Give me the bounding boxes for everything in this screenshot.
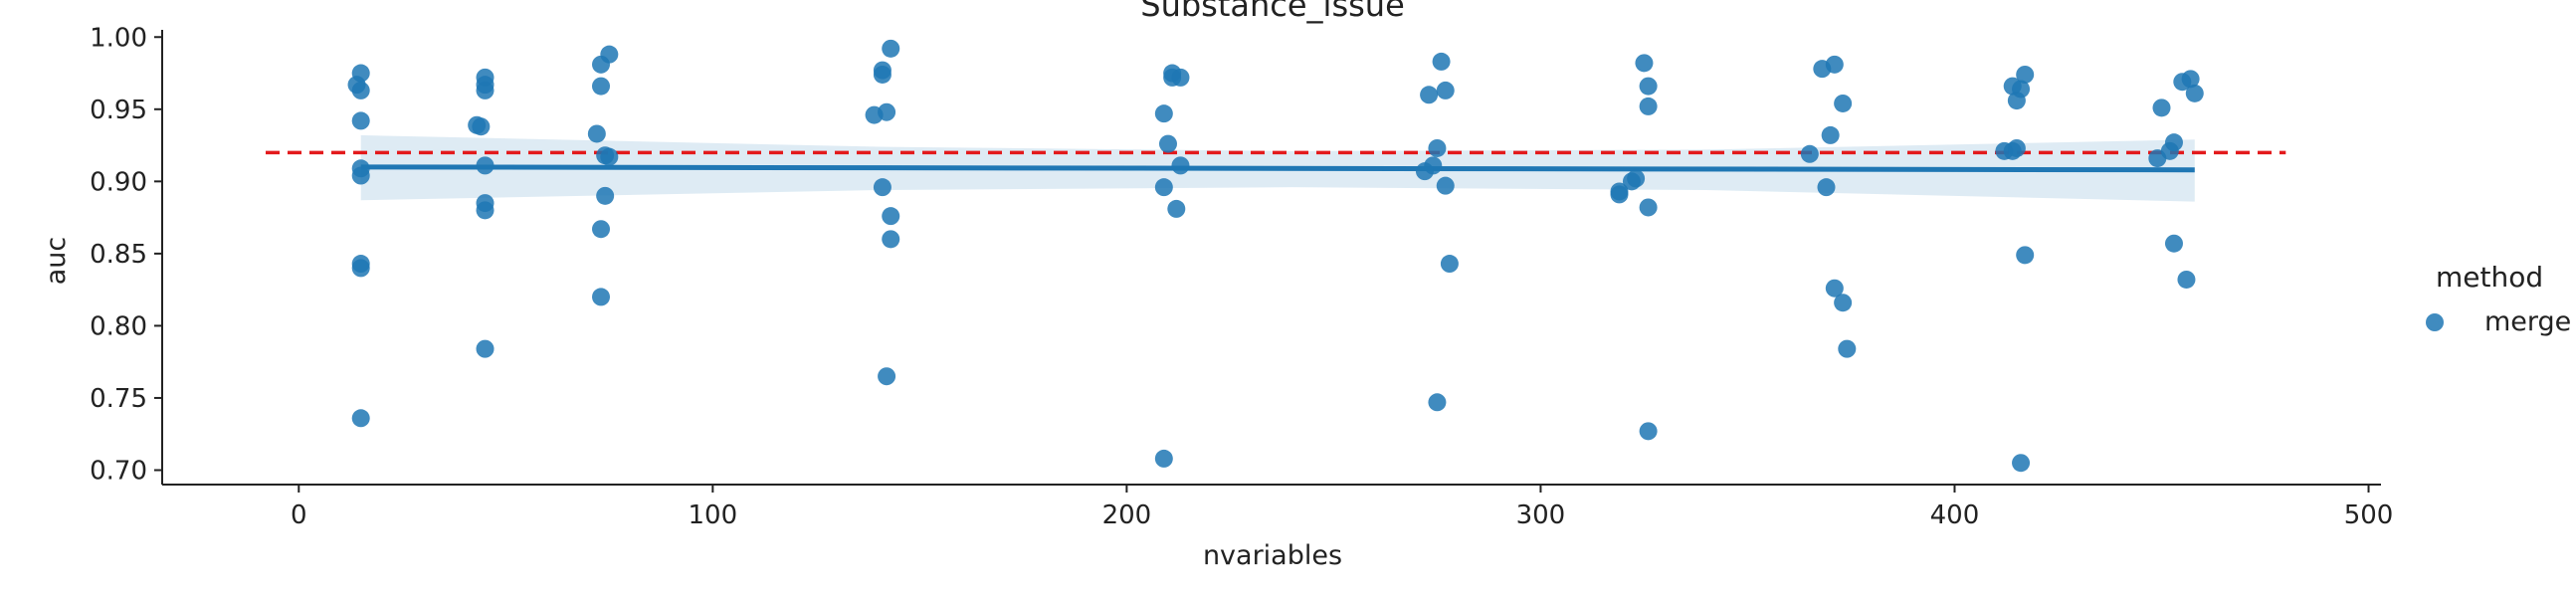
scatter-point: [1158, 134, 1177, 153]
scatter-point: [1436, 176, 1455, 195]
y-tick-label: 0.85: [90, 240, 147, 270]
scatter-point: [351, 259, 370, 278]
scatter-point: [2016, 246, 2035, 265]
scatter-point: [1154, 104, 1173, 123]
scatter-point: [1825, 55, 1844, 74]
scatter-point: [1639, 97, 1658, 115]
scatter-point: [1154, 178, 1173, 197]
legend-marker: [2426, 313, 2444, 331]
y-tick-label: 1.00: [90, 23, 147, 53]
legend-label-merge: merge: [2484, 306, 2571, 337]
scatter-point: [600, 45, 619, 64]
scatter-point: [878, 367, 896, 386]
legend-title: method: [2436, 261, 2543, 294]
scatter-point: [1821, 125, 1840, 144]
points-layer: [347, 39, 2204, 473]
scatter-point: [351, 81, 370, 100]
scatter-point: [2012, 454, 2031, 473]
scatter-point: [351, 166, 370, 185]
scatter-point: [1825, 279, 1844, 298]
scatter-point: [1610, 182, 1629, 201]
scatter-point: [1817, 178, 1836, 197]
scatter-point: [2012, 80, 2031, 99]
scatter-point: [2152, 99, 2171, 117]
y-tick-label: 0.95: [90, 96, 147, 125]
scatter-point: [1834, 294, 1853, 312]
y-tick-label: 0.80: [90, 311, 147, 341]
scatter-point: [1167, 199, 1186, 218]
y-axis-title: auc: [41, 237, 72, 286]
scatter-point: [1639, 422, 1658, 441]
scatter-point: [873, 65, 892, 84]
scatter-point: [2185, 84, 2204, 102]
scatter-point: [2181, 70, 2200, 89]
scatter-point: [1627, 169, 1646, 188]
scatter-point: [587, 124, 606, 143]
x-tick-label: 500: [2344, 500, 2394, 530]
scatter-point: [2007, 138, 2026, 157]
scatter-point: [1428, 393, 1447, 412]
scatter-point: [351, 111, 370, 130]
scatter-point: [1171, 68, 1190, 87]
scatter-point: [600, 147, 619, 166]
x-tick-label: 100: [689, 500, 738, 530]
x-tick-label: 0: [291, 500, 307, 530]
y-ticks: 0.70 0.75 0.80 0.85 0.90 0.95 1.00: [90, 23, 162, 486]
x-tick-label: 300: [1516, 500, 1566, 530]
scatter-point: [1420, 86, 1439, 104]
legend: method merge: [2426, 261, 2571, 337]
scatter-point: [2177, 270, 2196, 289]
scatter-point: [592, 77, 611, 96]
scatter-point: [592, 220, 611, 239]
x-tick-label: 200: [1102, 500, 1152, 530]
scatter-point: [1428, 138, 1447, 157]
scatter-point: [476, 81, 495, 100]
y-tick-label: 0.70: [90, 456, 147, 486]
scatter-point: [1440, 255, 1459, 274]
scatter-point: [1639, 198, 1658, 217]
scatter-point: [882, 230, 900, 249]
scatter-point: [882, 39, 900, 58]
scatter-point: [2016, 65, 2035, 84]
x-ticks: 0 100 200 300 400 500: [291, 485, 2393, 530]
scatter-point: [2164, 234, 2183, 253]
scatter-point: [1432, 52, 1451, 71]
scatter-point: [1834, 94, 1853, 112]
scatter-point: [1800, 144, 1819, 163]
y-tick-label: 0.90: [90, 167, 147, 197]
scatter-point: [1171, 156, 1190, 175]
scatter-point: [2164, 133, 2183, 152]
scatter-point: [1838, 339, 1857, 358]
y-tick-label: 0.75: [90, 384, 147, 414]
x-tick-label: 400: [1930, 500, 1980, 530]
scatter-point: [1424, 156, 1443, 175]
scatter-point: [596, 186, 615, 205]
chart-title: Substance_issue: [1140, 0, 1405, 24]
scatter-point: [1154, 449, 1173, 468]
scatter-point: [882, 207, 900, 226]
scatter-point: [1635, 54, 1654, 73]
regression-line-layer: [360, 164, 2195, 173]
scatter-point: [592, 288, 611, 306]
scatter-point: [476, 156, 495, 175]
scatter-point: [476, 339, 495, 358]
scatter-point: [472, 117, 491, 136]
scatter-point: [351, 409, 370, 428]
scatter-point: [878, 102, 896, 121]
scatter-point: [1436, 81, 1455, 100]
scatter-point: [351, 64, 370, 83]
scatter-point: [873, 178, 892, 197]
scatter-point: [476, 201, 495, 220]
x-axis-title: nvariables: [1203, 540, 1342, 571]
regression-line: [360, 164, 2195, 173]
scatter-point: [1639, 77, 1658, 96]
